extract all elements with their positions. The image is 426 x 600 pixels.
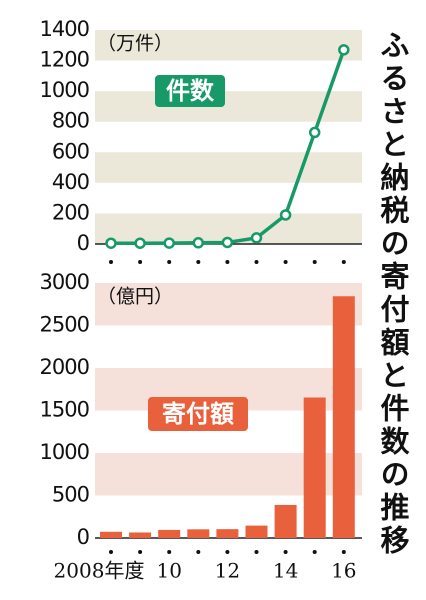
grid-stripe (95, 91, 362, 122)
category-dot (225, 260, 230, 264)
figure-title: ふるさと納税の寄付額と件数の推移 (376, 30, 410, 558)
x-tick-label: 16 (331, 559, 356, 583)
category-dot (167, 550, 172, 554)
category-dot (167, 260, 172, 264)
bar (158, 529, 181, 538)
bar (245, 525, 268, 538)
point (221, 236, 234, 249)
point (163, 237, 175, 249)
category-dot (138, 260, 143, 264)
category-dot (283, 550, 288, 554)
bar (303, 397, 326, 538)
y-tick-label: 1000 (40, 78, 89, 102)
category-dot (109, 550, 113, 554)
category-dot (225, 550, 230, 554)
point (134, 237, 146, 249)
point (250, 232, 263, 244)
unit-label: （万件） (97, 33, 173, 55)
series-badge (148, 397, 248, 431)
y-tick-label: 600 (52, 139, 89, 163)
y-tick-label: 1500 (40, 398, 89, 422)
x-tick-label: 10 (156, 559, 181, 583)
grid-stripe (95, 283, 362, 326)
bar (216, 529, 239, 538)
point (338, 44, 350, 56)
category-dot (312, 550, 317, 554)
grid-stripe (95, 30, 362, 61)
category-dot (196, 260, 201, 264)
y-tick-label: 400 (52, 170, 89, 194)
grid-stripe (95, 152, 362, 183)
y-tick-label: 200 (52, 200, 89, 224)
bar (187, 529, 210, 538)
bar (129, 532, 152, 538)
category-dot (283, 260, 288, 264)
bar (100, 531, 122, 538)
y-tick-label: 2000 (40, 355, 89, 379)
point (192, 237, 205, 249)
y-tick-label: 2500 (40, 313, 89, 337)
point (308, 126, 321, 139)
y-tick-label: 1400 (40, 17, 89, 41)
y-tick-label: 1200 (40, 48, 89, 72)
category-dot (341, 550, 346, 554)
point (279, 209, 292, 221)
x-tick-label: 14 (273, 559, 298, 583)
category-dot (196, 550, 201, 554)
x-tick-label: 12 (215, 559, 240, 583)
y-tick-label: 500 (52, 483, 89, 507)
y-tick-label: 0 (77, 231, 89, 255)
category-dot (109, 260, 113, 264)
category-dot (138, 550, 143, 554)
category-dot (341, 260, 346, 264)
y-tick-label: 3000 (40, 270, 89, 294)
y-tick-label: 0 (77, 525, 89, 549)
bar (332, 296, 355, 538)
series-badge (155, 75, 225, 107)
x-tick-label: 2008年度 (54, 559, 145, 583)
category-dot (254, 260, 259, 264)
series-label: 件数 (166, 77, 215, 105)
point (105, 237, 117, 249)
series-label: 寄付額 (162, 400, 234, 428)
category-dot (254, 550, 259, 554)
category-dot (312, 260, 317, 264)
y-tick-label: 1000 (40, 440, 89, 464)
unit-label: （億円） (97, 286, 173, 308)
y-tick-label: 800 (52, 109, 89, 133)
bar (274, 504, 297, 538)
